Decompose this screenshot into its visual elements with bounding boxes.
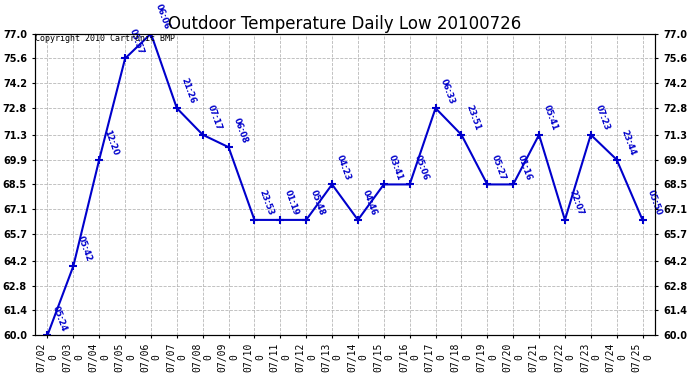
Title: Outdoor Temperature Daily Low 20100726: Outdoor Temperature Daily Low 20100726 <box>168 15 522 33</box>
Text: 05:57: 05:57 <box>128 28 146 56</box>
Text: 03:41: 03:41 <box>386 153 404 182</box>
Text: 05:24: 05:24 <box>50 304 68 332</box>
Text: 04:46: 04:46 <box>361 189 378 217</box>
Text: 23:53: 23:53 <box>257 189 275 217</box>
Text: 05:48: 05:48 <box>309 189 326 217</box>
Text: 22:07: 22:07 <box>568 189 585 217</box>
Text: 01:16: 01:16 <box>516 153 533 182</box>
Text: 07:17: 07:17 <box>206 104 223 132</box>
Text: 05:41: 05:41 <box>542 104 560 132</box>
Text: 06:08: 06:08 <box>231 116 249 144</box>
Text: 23:44: 23:44 <box>620 129 637 157</box>
Text: 23:51: 23:51 <box>464 104 482 132</box>
Text: 07:23: 07:23 <box>593 104 611 132</box>
Text: Copyright 2010 Cartronic BMP: Copyright 2010 Cartronic BMP <box>34 34 175 43</box>
Text: 06:33: 06:33 <box>438 77 456 105</box>
Text: 05:50: 05:50 <box>645 189 663 217</box>
Text: 21:26: 21:26 <box>179 77 197 105</box>
Text: 06:06: 06:06 <box>154 3 171 31</box>
Text: 04:23: 04:23 <box>335 153 353 182</box>
Text: 05:27: 05:27 <box>490 153 508 182</box>
Text: 01:19: 01:19 <box>283 189 301 217</box>
Text: 12:20: 12:20 <box>102 129 119 157</box>
Text: 05:06: 05:06 <box>413 153 430 182</box>
Text: 05:42: 05:42 <box>76 235 94 263</box>
